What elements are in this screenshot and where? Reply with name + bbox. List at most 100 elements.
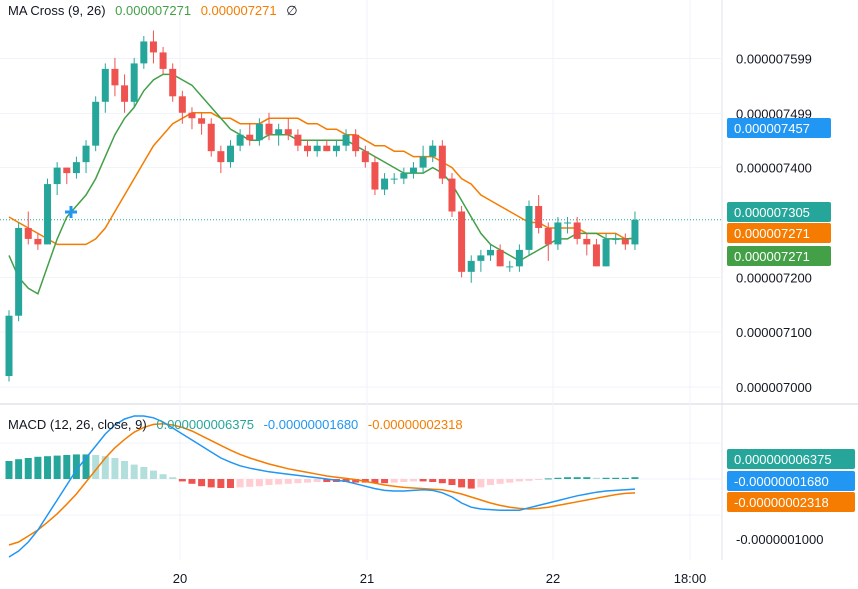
macd-hist-bar <box>149 470 157 479</box>
macd-line <box>8 415 636 558</box>
candle-body <box>169 68 177 97</box>
candle-body <box>323 145 331 152</box>
candle-body <box>612 238 620 240</box>
candle-body <box>34 238 42 245</box>
hidden-eye-icon[interactable]: ∅ <box>286 3 298 18</box>
ma-fast-value: 0.000007271 <box>115 3 192 18</box>
candle-body <box>583 238 591 245</box>
candle-body <box>101 68 109 102</box>
macd-hist-bar <box>371 479 379 484</box>
macd-hist-bar <box>159 474 167 479</box>
candle-body <box>304 145 312 152</box>
candle-body <box>111 68 119 86</box>
candle-body <box>477 255 485 261</box>
candle-body <box>631 219 639 245</box>
candle-body <box>121 85 129 102</box>
macd-hist-bar <box>275 479 283 485</box>
candle-body <box>265 123 273 135</box>
macd-hist-bar <box>111 458 119 479</box>
time-tick-label: 21 <box>360 571 374 586</box>
candle-body <box>400 173 408 179</box>
macd-hist-bar <box>255 479 263 487</box>
candle-body <box>284 129 292 135</box>
macd-hist-bar <box>121 461 129 479</box>
macd-hist-bar <box>82 454 90 479</box>
macd-legend[interactable]: MACD (12, 26, close, 9) 0.000000006375 -… <box>8 417 469 432</box>
macd-hist-bar <box>467 479 475 489</box>
macd-hist-bar <box>515 479 523 482</box>
macd-hist-bar <box>564 477 572 479</box>
candle-body <box>63 167 71 174</box>
grid <box>0 0 858 560</box>
ma-cross-legend[interactable]: MA Cross (9, 26) 0.000007271 0.000007271… <box>8 3 304 19</box>
macd-hist-bar <box>390 479 398 483</box>
macd-hist-value: 0.000000006375 <box>156 417 254 432</box>
macd-hist-bar <box>284 479 292 484</box>
indicator-lines <box>8 73 636 558</box>
candle-body <box>515 249 523 267</box>
candle-body <box>342 134 350 146</box>
macd-hist-bar <box>438 479 446 484</box>
candle-body <box>313 145 321 152</box>
macd-tag-label: 0.000000006375 <box>734 452 832 467</box>
candle-body <box>487 249 494 256</box>
axes: 0.000007599 0.000007499 0.000007400 0.00000… <box>173 51 824 586</box>
macd-hist-bar <box>188 479 196 484</box>
candle-body <box>352 134 360 152</box>
macd-hist-bar <box>217 479 225 488</box>
macd-hist-bar <box>631 477 639 479</box>
candle-body <box>419 156 427 168</box>
candle-body <box>140 41 148 64</box>
macd-hist-bar <box>140 467 148 479</box>
macd-hist-bar <box>63 455 71 479</box>
candle-body <box>448 178 456 212</box>
candle-body <box>361 151 369 163</box>
macd-signal-line <box>8 423 636 546</box>
candle-body <box>130 63 138 102</box>
macd-signal-value: -0.00000002318 <box>367 417 463 432</box>
price-tick-label: 0.000007499 <box>736 106 812 121</box>
macd-hist-bar <box>44 456 52 479</box>
candlesticks <box>5 30 639 382</box>
macd-tag <box>727 471 855 491</box>
candle-body <box>535 206 543 228</box>
candle-body <box>198 118 206 124</box>
macd-hist-bar <box>207 479 215 488</box>
macd-hist-bar <box>15 459 23 479</box>
candle-body <box>15 227 23 316</box>
candle-body <box>381 178 389 190</box>
candle-body <box>621 238 629 245</box>
candle-body <box>564 222 572 224</box>
price-tag <box>727 223 831 243</box>
macd-hist-bar <box>169 477 177 479</box>
macd-hist-bar <box>34 456 42 479</box>
macd-title: MACD (12, 26, close, 9) <box>8 417 147 432</box>
macd-hist-bar <box>419 479 427 482</box>
macd-hist-bar <box>573 477 581 479</box>
candle-body <box>24 227 32 239</box>
macd-hist-bar <box>342 479 350 482</box>
macd-hist-bar <box>226 479 234 488</box>
macd-tag <box>727 492 855 512</box>
price-tag <box>727 202 831 222</box>
candle-body <box>178 96 186 113</box>
price-tag-label: 0.000007305 <box>734 205 810 220</box>
macd-hist-bar <box>448 479 456 485</box>
price-tick-label: 0.000007000 <box>736 380 812 395</box>
price-tick-label: 0.000007200 <box>736 270 812 285</box>
candle-body <box>592 244 600 267</box>
candle-body <box>255 123 263 141</box>
candle-body <box>226 145 234 163</box>
candle-body <box>602 238 610 267</box>
candle-body <box>207 123 215 152</box>
candle-body <box>188 112 196 119</box>
candle-body <box>246 134 254 141</box>
macd-hist-bar <box>5 461 13 479</box>
macd-tick-label: -0.0000001000 <box>736 532 823 547</box>
macd-line-value: -0.00000001680 <box>263 417 359 432</box>
candle-body <box>236 134 244 146</box>
macd-hist-bar <box>621 477 629 479</box>
price-tag <box>727 246 831 266</box>
macd-hist-bar <box>198 479 206 487</box>
